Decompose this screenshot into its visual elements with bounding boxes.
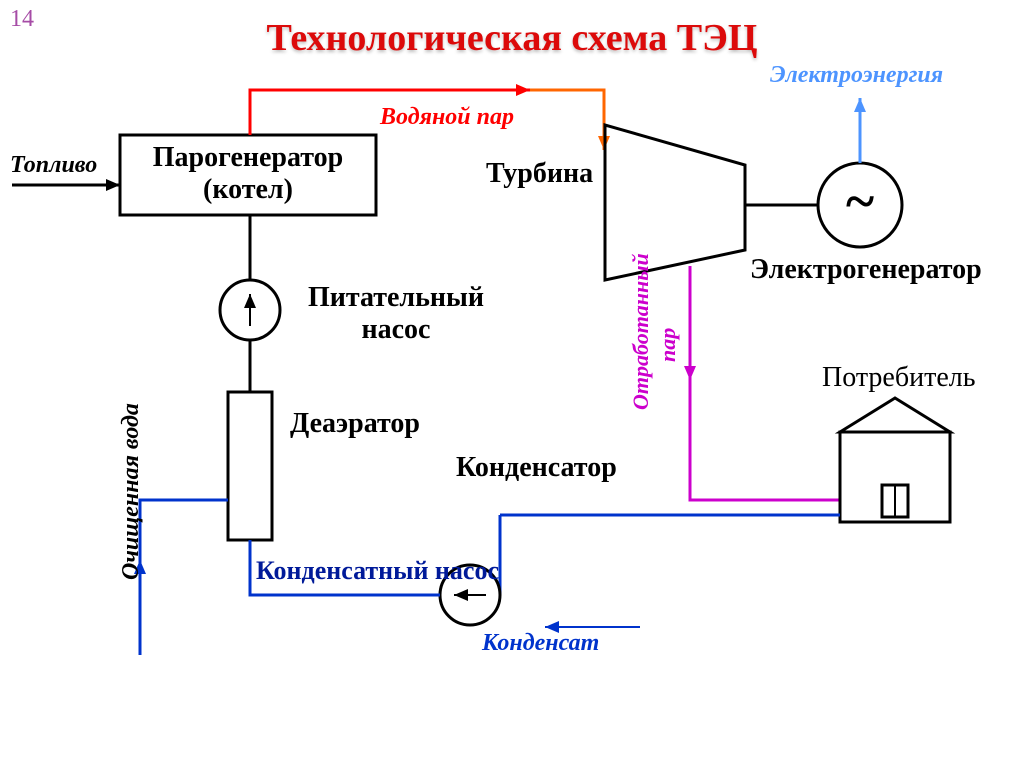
label-generator: Электрогенератор bbox=[750, 254, 982, 286]
label-spent-1: Отработанный bbox=[628, 253, 654, 410]
label-condpump: Конденсатный насос bbox=[256, 556, 499, 586]
label-steam: Водяной пар bbox=[380, 104, 514, 131]
label-consumer: Потребитель bbox=[822, 362, 976, 394]
label-feedpump-2: насос bbox=[296, 314, 496, 346]
label-turbine: Турбина bbox=[486, 158, 593, 190]
label-spent-2: пар bbox=[655, 328, 681, 362]
label-feedpump-1: Питательный bbox=[296, 282, 496, 314]
label-deaerator: Деаэратор bbox=[290, 408, 420, 440]
label-fuel: Топливо bbox=[10, 152, 97, 179]
label-cleanwater: Очищенная вода bbox=[118, 403, 145, 580]
label-condenser: Конденсатор bbox=[456, 452, 617, 484]
label-electricity: Электроэнергия bbox=[770, 62, 943, 89]
label-boiler-1: Парогенератор bbox=[120, 142, 376, 174]
label-boiler-2: (котел) bbox=[120, 174, 376, 206]
label-condensate: Конденсат bbox=[482, 630, 599, 657]
label-generator-sym: ~ bbox=[820, 170, 900, 232]
